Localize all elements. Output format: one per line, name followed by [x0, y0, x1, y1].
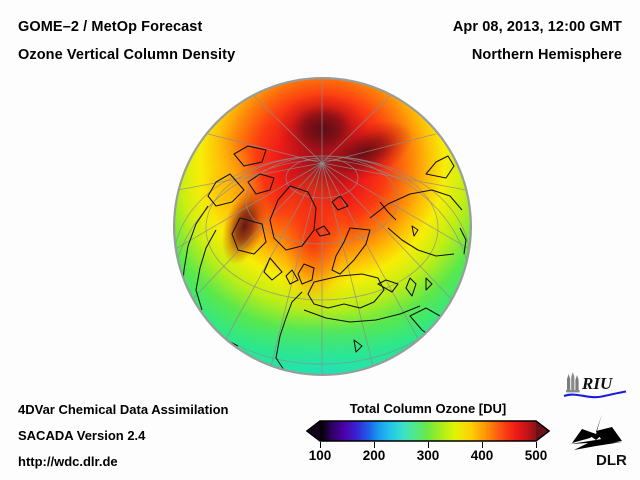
colorbar-tick	[536, 442, 537, 448]
colorbar	[306, 420, 550, 442]
hemisphere-label: Northern Hemisphere	[471, 47, 622, 63]
footer-version: SACADA Version 2.4	[18, 428, 146, 443]
graticule-parallels	[174, 155, 471, 375]
dlr-logo: DLR	[570, 414, 627, 469]
colorbar-label-400: 400	[470, 448, 494, 463]
dlr-pinwheel-icon	[570, 414, 622, 464]
colorbar-label-500: 500	[524, 448, 548, 463]
footer-method: 4DVar Chemical Data Assimilation	[18, 402, 229, 417]
colorbar-tick	[482, 442, 483, 448]
limb-shading	[174, 78, 471, 375]
colorbar-label-200: 200	[362, 448, 386, 463]
colorbar-gradient	[306, 420, 550, 442]
page-title: GOME–2 / MetOp Forecast	[18, 19, 203, 35]
forecast-timestamp: Apr 08, 2013, 12:00 GMT	[452, 19, 622, 35]
footer-url: http://wdc.dlr.de	[18, 454, 118, 469]
colorbar-tick-labels: 100 200 300 400 500	[306, 448, 550, 468]
colorbar-tick	[374, 442, 375, 448]
colorbar-label-300: 300	[416, 448, 440, 463]
globe-limb-outline	[174, 78, 471, 375]
riu-wave-icon	[563, 390, 627, 399]
colorbar-tickmarks	[306, 442, 550, 449]
globe-disc	[174, 78, 471, 375]
riu-wordmark: RIU	[581, 374, 613, 393]
north-pole-marker	[320, 161, 324, 165]
map-overlay	[174, 78, 471, 375]
colorbar-label-100: 100	[308, 448, 332, 463]
riu-towers-icon	[566, 372, 580, 393]
colorbar-title: Total Column Ozone [DU]	[349, 401, 507, 416]
dlr-wordmark: DLR	[596, 452, 627, 469]
colorbar-tick	[428, 442, 429, 448]
ozone-map	[174, 78, 471, 375]
riu-logo: RIU	[563, 372, 627, 399]
page-subtitle: Ozone Vertical Column Density	[18, 47, 236, 63]
colorbar-tick	[320, 442, 321, 448]
